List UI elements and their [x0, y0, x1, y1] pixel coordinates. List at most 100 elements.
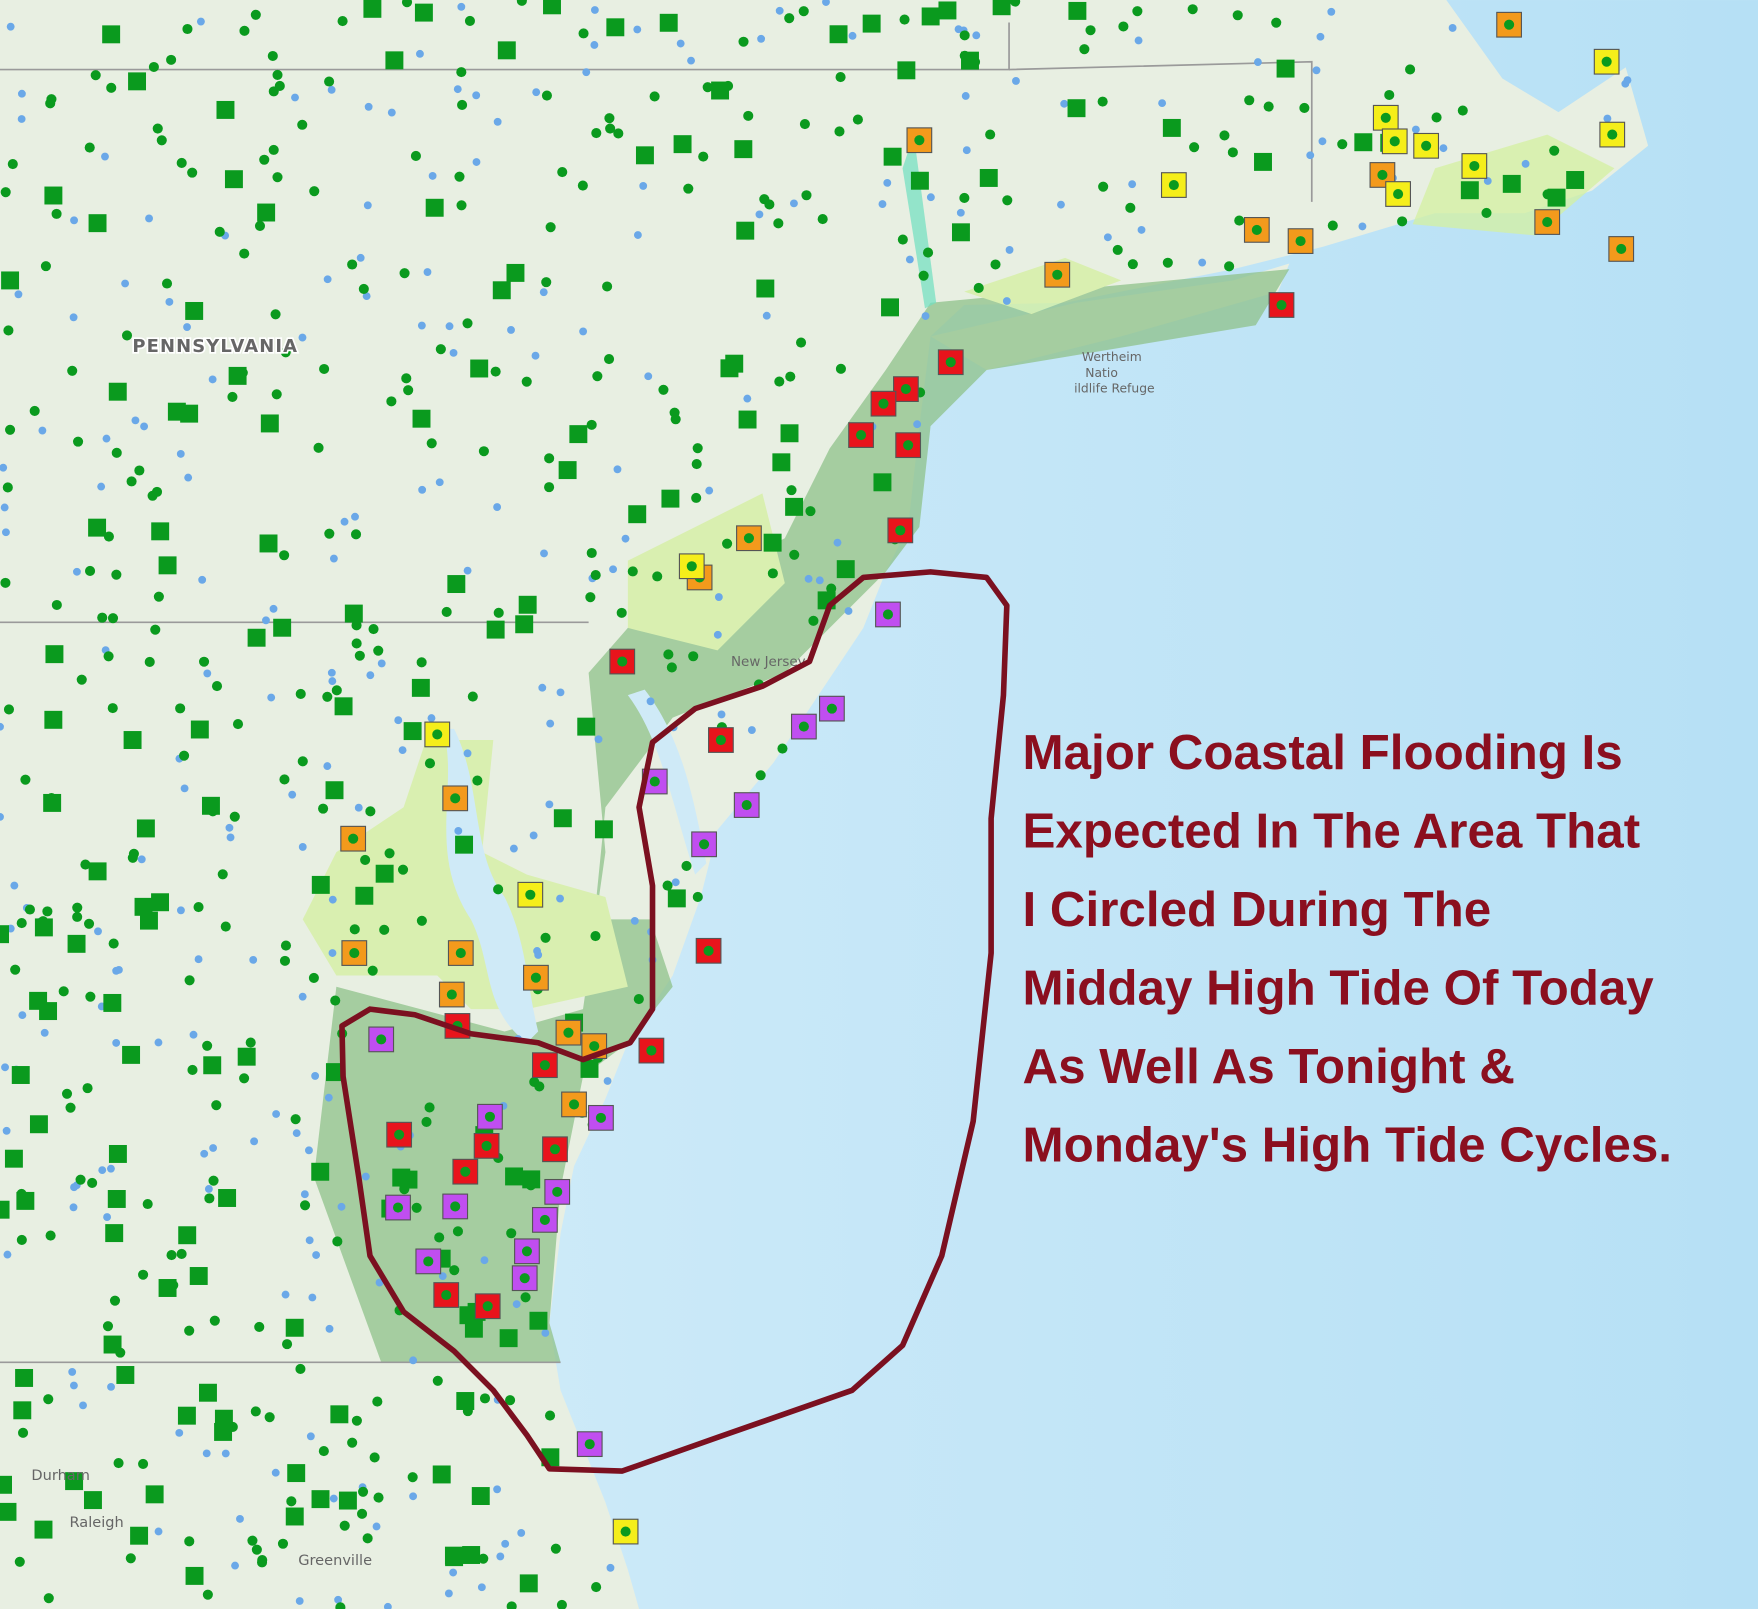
- gauge-dot: [688, 651, 699, 662]
- gauge-dot: [239, 25, 250, 36]
- gauge-square: [83, 1491, 102, 1510]
- gauge-dot: [72, 902, 83, 913]
- gauge-dot: [844, 607, 853, 615]
- gauge-dot: [835, 363, 846, 374]
- gauge-dot: [539, 288, 548, 297]
- gauge-square: [105, 1224, 124, 1243]
- gauge-dot: [403, 385, 414, 396]
- gauge-center: [484, 1111, 495, 1122]
- gauge-dot: [480, 1256, 489, 1265]
- gauge-dot: [507, 326, 515, 334]
- gauge-square: [780, 424, 799, 443]
- gauge-dot: [427, 714, 436, 723]
- annotation-line: I Circled During The: [1023, 882, 1492, 937]
- gauge-dot: [291, 93, 299, 102]
- gauge-dot: [180, 784, 189, 793]
- gauge-center: [903, 440, 914, 451]
- gauge-dot: [801, 190, 812, 201]
- gauge-square: [29, 991, 48, 1010]
- gauge-dot: [239, 248, 250, 259]
- gauge-dot: [323, 762, 332, 771]
- gauge-dot: [138, 1269, 149, 1280]
- flood-gauge: [1534, 209, 1561, 235]
- gauge-square: [464, 1319, 483, 1338]
- flood-zones: [302, 134, 1615, 1363]
- gauge-center: [394, 1129, 405, 1140]
- gauge-dot: [676, 39, 685, 48]
- gauge-dot: [687, 56, 695, 65]
- gauge-dot: [42, 906, 53, 917]
- gauge-square: [577, 717, 596, 736]
- gauge-dot: [410, 150, 421, 162]
- gauge-dot: [605, 123, 616, 134]
- gauge-dot: [627, 566, 638, 577]
- gauge-square: [334, 697, 353, 716]
- gauge-square: [363, 0, 382, 18]
- gauge-dot: [373, 1492, 384, 1503]
- gauge-square: [518, 595, 537, 614]
- gauge-dot: [142, 1198, 153, 1210]
- gauge-dot: [759, 194, 770, 205]
- gauge-dot: [107, 703, 118, 714]
- gauge-dot: [666, 662, 677, 673]
- gauge-dot: [582, 68, 591, 77]
- gauge-dot: [220, 921, 231, 932]
- gauge-dot: [51, 208, 62, 219]
- gauge-dot: [544, 453, 555, 464]
- gauge-dot: [187, 167, 198, 178]
- gauge-dot: [743, 110, 754, 121]
- gauge-dot: [424, 758, 436, 769]
- gauge-dot: [156, 135, 167, 146]
- gauge-center: [945, 357, 956, 368]
- gauge-dot: [103, 1213, 112, 1222]
- gauge-dot: [109, 1295, 121, 1306]
- gauge-dot: [0, 187, 11, 198]
- gauge-square: [661, 489, 680, 508]
- gauge-dot: [199, 656, 210, 667]
- gauge-dot: [1603, 114, 1612, 123]
- gauge-dot: [397, 864, 409, 875]
- gauge-dot: [1384, 89, 1395, 101]
- gauge-square: [287, 1464, 306, 1483]
- gauge-center: [552, 1186, 563, 1197]
- gauge-dot: [328, 895, 337, 904]
- annotation-line: Midday High Tide Of Today: [1023, 961, 1655, 1016]
- gauge-dot: [69, 1203, 78, 1212]
- gauge-square: [108, 1144, 127, 1163]
- gauge-dot: [899, 14, 910, 25]
- gauge-square: [1460, 181, 1479, 200]
- gauge-dot: [245, 1037, 256, 1048]
- gauge-dot: [327, 85, 336, 94]
- gauge-dot: [87, 1177, 98, 1188]
- gauge-dot: [556, 1599, 567, 1609]
- gauge-dot: [166, 54, 177, 65]
- gauge-dot: [918, 270, 929, 281]
- gauge-dot: [805, 506, 816, 517]
- circled-area: [339, 569, 1010, 1474]
- refuge-label: Wertheim: [1082, 350, 1142, 364]
- gauge-dot: [534, 1081, 545, 1092]
- gauge-dot: [373, 645, 384, 656]
- gauge-dot: [280, 347, 291, 358]
- gauge-dot: [477, 1583, 486, 1592]
- gauge-dot: [286, 1496, 297, 1507]
- gauge-dot: [334, 1595, 343, 1604]
- gauge-dot: [604, 354, 615, 365]
- gauge-dot: [1125, 202, 1136, 213]
- gauge-dot: [198, 575, 207, 584]
- gauge-dot: [457, 2, 466, 11]
- gauge-dot: [633, 994, 644, 1005]
- gauge-dot: [467, 691, 478, 702]
- gauge-dot: [271, 389, 282, 400]
- gauge-dot: [16, 918, 27, 929]
- gauge-dot: [1327, 7, 1336, 16]
- gauge-dot: [1128, 180, 1137, 189]
- gauge-dot: [76, 674, 87, 685]
- gauge-dot: [324, 528, 335, 539]
- gauge-center: [741, 800, 752, 811]
- gauge-dot: [401, 0, 413, 8]
- gauge-square: [711, 81, 730, 100]
- gauge-dot: [478, 1553, 489, 1564]
- gauge-dot: [462, 318, 473, 329]
